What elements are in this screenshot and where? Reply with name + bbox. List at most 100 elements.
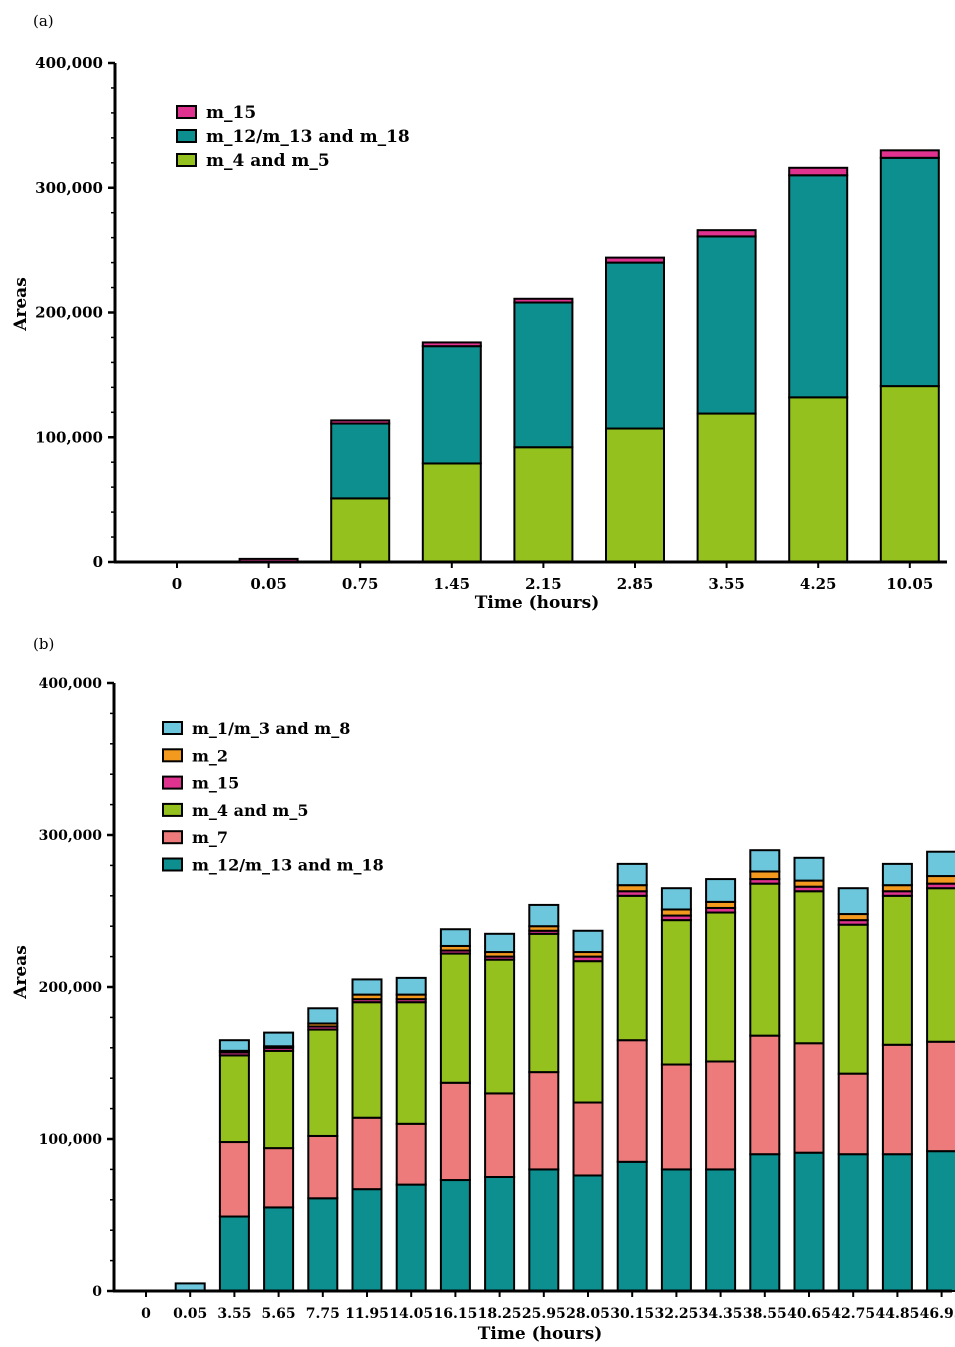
x-axis-title: Time (hours) <box>478 1324 603 1344</box>
bar-m-1-m-3-and-m-8-34-35 <box>705 878 737 903</box>
bar-m-15-0-75 <box>330 419 391 425</box>
y-tick-label: 0 <box>93 553 103 571</box>
bar-m-12-m-13-and-m-18-28-05 <box>572 1174 604 1292</box>
x-tick-label: 10.05 <box>886 575 933 593</box>
y-axis-title: Areas <box>11 945 31 1000</box>
legend-swatch-m-15 <box>176 105 197 119</box>
legend-label-m-12-m-13-and-m-18: m_12/m_13 and m_18 <box>192 856 384 875</box>
bar-m-4-and-m-5-2-15 <box>513 446 574 564</box>
bar-m-7-25-95 <box>528 1071 560 1171</box>
x-tick-label: 30.15 <box>610 1306 654 1322</box>
bar-m-4-and-m-5-40-65 <box>793 890 825 1045</box>
bar-m-12-m-13-and-m-18-14-05 <box>395 1183 427 1292</box>
bar-m-7-14-05 <box>395 1122 427 1186</box>
x-tick-label: 25.95 <box>522 1306 566 1322</box>
y-tick-label: 0 <box>92 1284 102 1300</box>
bar-m-12-m-13-and-m-18-30-15 <box>616 1160 648 1292</box>
bar-m-12-m-13-and-m-18-44-85 <box>881 1153 913 1293</box>
bar-m-1-m-3-and-m-8-11-95 <box>351 978 383 996</box>
panel-label-b: (b) <box>33 635 55 653</box>
bar-m-12-m-13-and-m-18-4-25 <box>788 174 849 399</box>
bar-m-7-3-55 <box>218 1141 250 1218</box>
x-tick-label: 4.25 <box>800 575 837 593</box>
chart-panel-a: (a) 0 100,000 200,000 300,000 400,000 0 0.05 0.… <box>0 0 955 625</box>
legend-swatch-m-12-m-13-and-m-18 <box>176 129 197 143</box>
bar-m-15-10-05 <box>879 149 940 159</box>
bar-m-12-m-13-and-m-18-32-25 <box>660 1168 692 1293</box>
x-tick-label: 0 <box>172 575 182 593</box>
bar-m-4-and-m-5-32-25 <box>660 919 692 1066</box>
bar-m-7-5-65 <box>263 1147 295 1209</box>
bar-m-4-and-m-5-11-95 <box>351 1001 383 1119</box>
bar-m-12-m-13-and-m-18-3-55 <box>696 235 757 415</box>
y-tick-label: 200,000 <box>35 304 103 322</box>
bar-m-7-38-55 <box>749 1034 781 1156</box>
bar-m-7-34-35 <box>705 1060 737 1171</box>
bar-m-7-7-75 <box>307 1134 339 1200</box>
bar-m-7-42-75 <box>837 1072 869 1156</box>
bar-m-4-and-m-5-18-25 <box>484 958 516 1095</box>
legend-label-m-7: m_7 <box>192 828 228 847</box>
bar-m-4-and-m-5-34-35 <box>705 911 737 1063</box>
x-axis-title: Time (hours) <box>475 593 600 613</box>
chart-a-svg: 0 100,000 200,000 300,000 400,000 0 0.05 0.75 1.… <box>11 54 947 613</box>
chart-panel-b: (b) 0 100,000 200,000 300,000 400,000 0 0.05 3.… <box>0 625 955 1347</box>
x-tick-label: 42.75 <box>831 1306 875 1322</box>
y-tick-label: 400,000 <box>39 676 103 692</box>
bar-m-12-m-13-and-m-18-2-15 <box>513 301 574 449</box>
bar-m-7-30-15 <box>616 1039 648 1163</box>
bar-m-7-16-15 <box>439 1081 471 1182</box>
bar-m-4-and-m-5-46-95 <box>926 887 955 1043</box>
x-tick-label: 34.35 <box>699 1306 743 1322</box>
x-tick-label: 3.55 <box>708 575 745 593</box>
bar-m-4-and-m-5-16-15 <box>439 952 471 1084</box>
bar-m-1-m-3-and-m-8-44-85 <box>881 862 913 887</box>
bar-m-4-and-m-5-14-05 <box>395 1001 427 1125</box>
x-tick-label: 5.65 <box>262 1306 296 1322</box>
x-tick-label: 1.45 <box>434 575 471 593</box>
bar-m-1-m-3-and-m-8-28-05 <box>572 929 604 954</box>
x-tick-label: 16.15 <box>433 1306 477 1322</box>
x-tick-label: 44.85 <box>875 1306 919 1322</box>
bar-m-12-m-13-and-m-18-25-95 <box>528 1168 560 1293</box>
bar-m-12-m-13-and-m-18-46-95 <box>926 1150 955 1292</box>
legend-swatch-m-15 <box>162 775 183 790</box>
bar-m-4-and-m-5-3-55 <box>696 412 757 563</box>
bar-m-1-m-3-and-m-8-3-55 <box>218 1039 250 1052</box>
x-tick-label: 11.95 <box>345 1306 389 1322</box>
bar-m-12-m-13-and-m-18-18-25 <box>484 1176 516 1292</box>
bar-m-4-and-m-5-28-05 <box>572 960 604 1104</box>
x-tick-label: 28.05 <box>566 1306 610 1322</box>
bar-m-4-and-m-5-4-25 <box>788 396 849 563</box>
chart-b-svg: 0 100,000 200,000 300,000 400,000 0 0.05 3.55 5.… <box>11 676 955 1344</box>
panel-label-a: (a) <box>33 12 54 30</box>
bar-m-4-and-m-5-2-85 <box>605 427 665 563</box>
bar-m-7-28-05 <box>572 1101 604 1177</box>
y-tick-label: 100,000 <box>39 1132 103 1148</box>
legend-label-m-1-m-3-and-m-8: m_1/m_3 and m_8 <box>192 719 350 738</box>
bar-m-15-2-85 <box>605 256 665 264</box>
bar-m-12-m-13-and-m-18-1-45 <box>421 345 482 465</box>
bar-m-12-m-13-and-m-18-5-65 <box>263 1206 295 1293</box>
legend-label-m-4-and-m-5: m_4 and m_5 <box>206 151 330 171</box>
bar-m-12-m-13-and-m-18-0-75 <box>330 422 391 500</box>
bar-m-4-and-m-5-44-85 <box>881 894 913 1046</box>
bar-m-2-46-95 <box>926 875 955 885</box>
bar-m-7-11-95 <box>351 1116 383 1191</box>
x-tick-label: 46.95 <box>920 1306 955 1322</box>
x-tick-label: 0.05 <box>250 575 287 593</box>
bar-m-12-m-13-and-m-18-7-75 <box>307 1197 339 1293</box>
bar-m-1-m-3-and-m-8-16-15 <box>439 928 471 947</box>
x-tick-label: 2.85 <box>617 575 654 593</box>
legend-label-m-12-m-13-and-m-18: m_12/m_13 and m_18 <box>206 127 410 147</box>
bar-m-15-4-25 <box>788 166 849 177</box>
bar-m-4-and-m-5-0-75 <box>330 497 391 564</box>
x-tick-label: 3.55 <box>217 1306 251 1322</box>
x-tick-label: 32.25 <box>654 1306 698 1322</box>
x-tick-label: 38.55 <box>743 1306 787 1322</box>
bar-m-12-m-13-and-m-18-42-75 <box>837 1153 869 1293</box>
x-tick-label: 18.25 <box>478 1306 522 1322</box>
bar-m-1-m-3-and-m-8-30-15 <box>616 862 648 887</box>
bar-m-15-1-45 <box>421 341 482 348</box>
legend-swatch-m-1-m-3-and-m-8 <box>162 721 183 735</box>
